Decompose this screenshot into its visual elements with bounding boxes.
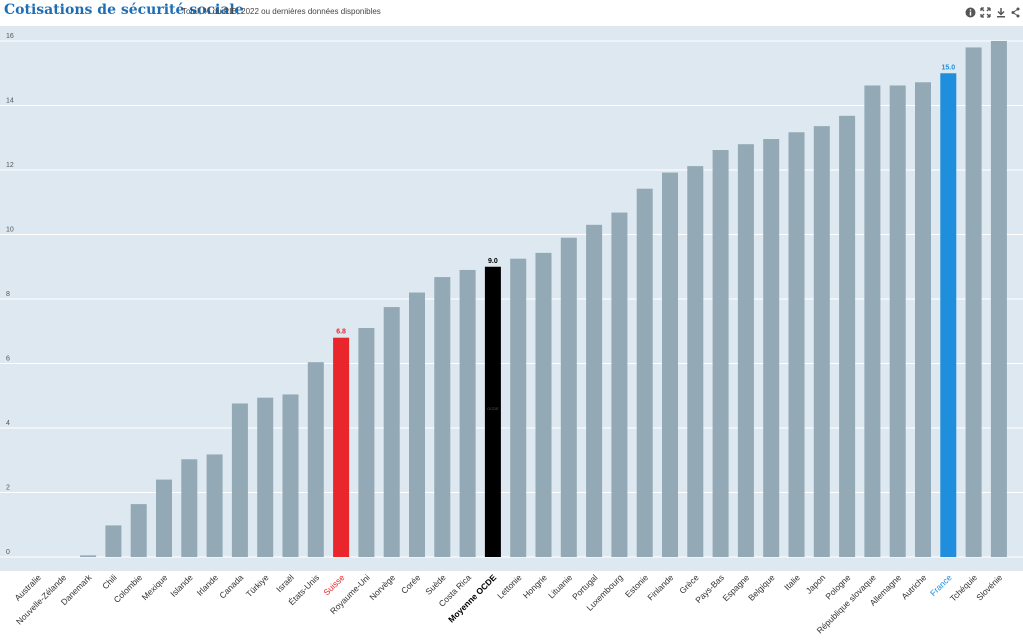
download-icon[interactable] — [995, 6, 1006, 18]
bar — [130, 504, 147, 557]
x-tick-label: Slovénie — [974, 572, 1004, 602]
x-tick-label: Tchéquie — [948, 572, 979, 603]
x-tick-label: Mexique — [140, 572, 170, 602]
bar-inner-label: OCDE — [487, 406, 499, 411]
share-icon[interactable] — [1010, 6, 1021, 18]
bar — [358, 328, 375, 557]
toolbar — [965, 5, 1021, 19]
x-tick-label: Italie — [782, 572, 802, 592]
y-tick-label: 8 — [6, 291, 10, 298]
bar — [940, 73, 957, 557]
bar — [484, 266, 501, 557]
bar — [510, 258, 527, 557]
y-tick-label: 10 — [6, 227, 14, 234]
bar — [737, 144, 754, 557]
data-label: 6.8 — [336, 329, 346, 336]
bar — [763, 139, 780, 558]
x-tick-label: Hongrie — [521, 572, 549, 600]
x-tick-label: Grèce — [677, 572, 701, 596]
bar — [813, 126, 830, 557]
bar — [611, 212, 628, 557]
bar — [965, 47, 982, 557]
x-tick-label: Islande — [168, 572, 195, 599]
x-tick-label: Belgique — [746, 572, 777, 603]
x-tick-label: Autriche — [899, 572, 928, 601]
bar — [80, 555, 97, 557]
expand-icon[interactable] — [980, 6, 991, 18]
x-tick-label: Espagne — [721, 572, 752, 603]
bar — [181, 459, 198, 557]
bar — [889, 85, 906, 557]
bar — [307, 362, 324, 557]
x-tick-label: Colombie — [112, 572, 145, 605]
x-tick-label: Japon — [804, 572, 828, 596]
y-tick-label: 12 — [6, 162, 14, 169]
bar — [586, 224, 603, 557]
y-tick-label: 4 — [6, 420, 10, 427]
bar — [105, 525, 122, 557]
data-label: 15.0 — [941, 64, 955, 71]
bar — [434, 277, 451, 557]
bar — [257, 397, 274, 557]
bar — [636, 188, 653, 557]
chart-header: Cotisations de sécurité sociale Total, %… — [0, 0, 1023, 24]
bar — [839, 115, 856, 557]
bar — [712, 150, 729, 557]
bar — [662, 172, 678, 557]
x-tick-label: Türkiye — [244, 572, 271, 599]
bar — [560, 237, 577, 557]
bar — [282, 394, 299, 557]
bar — [990, 41, 1007, 557]
x-tick-label: Corée — [399, 572, 423, 596]
bar — [687, 166, 704, 557]
bar — [535, 252, 552, 557]
x-tick-label: Israël — [274, 572, 296, 594]
bar — [156, 479, 172, 557]
bar — [383, 307, 400, 557]
bar — [333, 337, 350, 557]
y-tick-label: 14 — [6, 98, 14, 105]
x-tick-label: Canada — [217, 572, 245, 600]
chart-title: Cotisations de sécurité sociale — [4, 2, 244, 18]
bar — [864, 85, 881, 557]
x-tick-label: Finlande — [645, 572, 675, 602]
bar — [409, 292, 425, 557]
y-tick-label: 2 — [6, 485, 10, 492]
y-tick-label: 16 — [6, 33, 14, 40]
x-tick-label: Norvège — [367, 572, 397, 602]
y-tick-label: 0 — [6, 549, 10, 556]
bar — [459, 269, 476, 557]
data-label: 9.0 — [488, 258, 498, 265]
info-icon[interactable] — [965, 6, 976, 18]
chart-subtitle: Total, % du PIB, 2022 ou dernières donné… — [182, 7, 381, 16]
bar — [206, 454, 223, 557]
bar — [788, 132, 805, 557]
x-tick-label: Chili — [100, 572, 119, 591]
y-tick-label: 6 — [6, 356, 10, 363]
x-tick-label: Lettonie — [495, 572, 524, 601]
bar — [915, 82, 931, 557]
bar — [231, 403, 248, 557]
